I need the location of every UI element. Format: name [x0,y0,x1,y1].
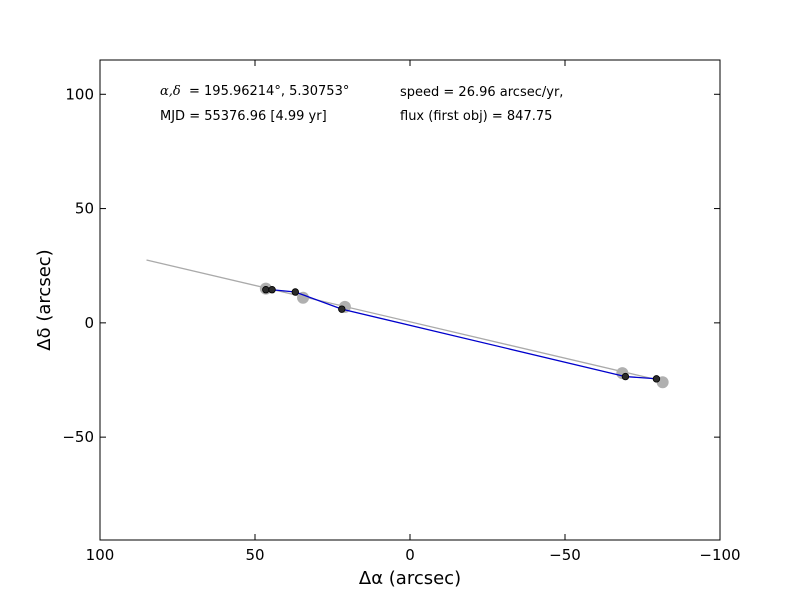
annotation-coords-value: = 195.96214°, 5.30753° [189,84,349,99]
data-layer [146,259,669,389]
x-axis-label: Δα (arcsec) [359,568,461,589]
y-tick-label: 50 [75,200,94,218]
observed-point [652,375,661,383]
observed-point [268,286,276,294]
y-tick-label: −50 [62,428,94,446]
annotation-flux: flux (first obj) = 847.75 [400,109,552,124]
y-tick-label: 0 [84,314,94,332]
x-tick-label: 0 [405,546,415,564]
plot-area [100,60,720,540]
annotation-speed: speed = 26.96 arcsec/yr, [400,85,563,100]
annotation-mjd: MJD = 55376.96 [4.99 yr] [160,109,327,124]
fit-line [146,259,659,381]
observed-point [262,286,270,294]
y-tick-label: 100 [65,85,94,103]
observed-point [338,305,346,313]
plot-frame [99,59,721,541]
y-axis-label: Δδ (arcsec) [34,249,55,350]
observed-point [621,372,630,381]
x-tick-label: −100 [699,546,740,564]
x-tick-label: −50 [549,546,581,564]
tick-layer: 100 50 0 −50 −100 100 50 0 −50 [62,60,741,564]
annotation-coords-prefix: α,δ [160,84,181,99]
x-tick-label: 50 [245,546,264,564]
x-tick-label: 100 [86,546,115,564]
predicted-point [297,291,310,304]
observed-point [291,288,299,296]
